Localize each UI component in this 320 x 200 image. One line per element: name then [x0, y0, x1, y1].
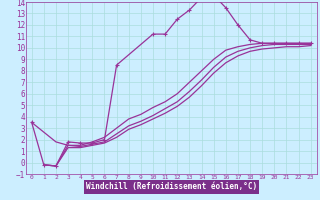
X-axis label: Windchill (Refroidissement éolien,°C): Windchill (Refroidissement éolien,°C): [86, 182, 257, 191]
